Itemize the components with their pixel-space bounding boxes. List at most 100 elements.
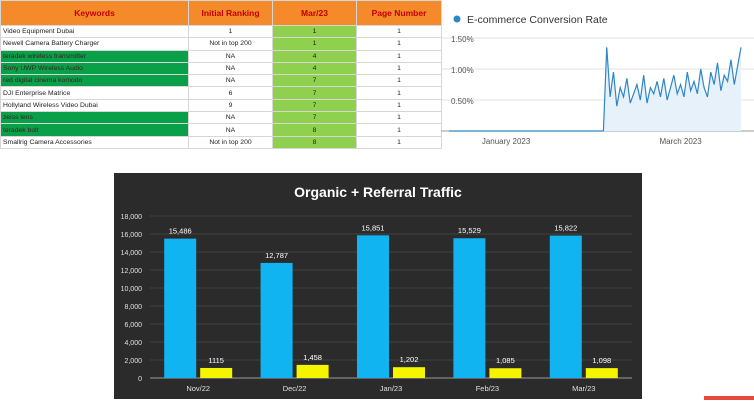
initial-ranking-cell: Not in top 200 [188,37,273,51]
table-row: DJI Enterprise Matrice 6 7 1 [0,86,442,100]
bar-organic [357,235,389,378]
y-tick-label: 6,000 [124,322,142,329]
page-number-cell: 1 [356,61,442,76]
mar23-cell: 7 [272,86,357,100]
keywords-table-panel: Keywords Initial Ranking Mar/23 Page Num… [0,0,442,150]
initial-ranking-cell: Not in top 200 [188,135,273,149]
page-number-cell: 1 [356,111,442,125]
y-tick-label: 12,000 [121,268,143,275]
col-header-page-number: Page Number [356,0,442,26]
data-label: 1,202 [400,355,419,364]
keyword-cell: Sony UWP Wireless Audio [0,61,189,76]
mar23-cell: 4 [272,61,357,76]
data-label: 15,529 [458,226,481,235]
data-label: 15,486 [169,227,192,236]
bar-referral [393,367,425,378]
table-row: teradek wireless transmitter NA 4 1 [0,49,442,63]
col-header-mar23: Mar/23 [272,0,357,26]
table-row: Hollyland Wireless Video Dubai 9 7 1 [0,98,442,113]
data-label: 15,851 [362,223,385,232]
col-header-initial-ranking: Initial Ranking [188,0,273,26]
chart-title: Organic + Referral Traffic [294,184,462,200]
mar23-cell: 7 [272,98,357,113]
keyword-cell: red digital cinema komodo [0,74,189,88]
y-tick-label: 0.50% [451,97,474,106]
table-row: zeiss lens NA 7 1 [0,111,442,125]
mar23-cell: 7 [272,111,357,125]
keyword-cell: Hollyland Wireless Video Dubai [0,98,189,113]
data-label: 15,822 [554,224,577,233]
y-tick-label: 0 [138,376,142,383]
mar23-cell: 8 [272,123,357,137]
bar-organic [549,235,582,378]
bar-organic [260,262,293,378]
table-row: teradek bolt NA 8 1 [0,123,442,137]
keyword-cell: zeiss lens [0,111,189,125]
y-tick-label: 2,000 [124,358,142,365]
x-tick-label: Mar/23 [572,384,595,393]
keyword-cell: Video Equipment Dubai [0,24,189,39]
table-header-row: Keywords Initial Ranking Mar/23 Page Num… [0,0,442,26]
bar-referral [489,368,522,378]
table-row: Video Equipment Dubai 1 1 1 [0,24,442,39]
page-number-cell: 1 [356,37,442,51]
page-number-cell: 1 [356,49,442,63]
traffic-chart: Organic + Referral Traffic 0 2,000 4,000 6,0… [114,173,642,399]
x-tick-label: Dec/22 [283,384,307,393]
table-row: red digital cinema komodo NA 7 1 [0,74,442,88]
page-number-cell: 1 [356,86,442,100]
bar-referral [200,367,233,378]
table-row: Smallrig Camera Accessories Not in top 20… [0,135,442,149]
series-area [449,47,741,131]
mar23-cell: 1 [272,37,357,51]
x-tick-label: March 2023 [659,137,702,146]
corner-accent [704,396,754,400]
bar-organic [164,238,197,378]
y-tick-label: 10,000 [121,286,143,293]
keyword-cell: teradek bolt [0,123,189,137]
initial-ranking-cell: 9 [188,98,273,113]
x-tick-label: Feb/23 [476,384,499,393]
keywords-table: Keywords Initial Ranking Mar/23 Page Num… [0,0,442,149]
traffic-chart-panel: Organic + Referral Traffic 0 2,000 4,000 6,0… [114,173,642,399]
initial-ranking-cell: NA [188,111,273,125]
legend-label: E-commerce Conversion Rate [467,14,608,26]
keyword-cell: DJI Enterprise Matrice [0,86,189,100]
x-tick-label: Nov/22 [186,384,210,393]
mar23-cell: 8 [272,135,357,149]
initial-ranking-cell: NA [188,123,273,137]
page-number-cell: 1 [356,135,442,149]
page-number-cell: 1 [356,24,442,39]
col-header-keywords: Keywords [0,0,189,26]
bar-referral [585,368,618,378]
bar-organic [453,238,486,378]
initial-ranking-cell: NA [188,74,273,88]
y-tick-label: 14,000 [121,250,143,257]
conversion-rate-chart-panel: E-commerce Conversion Rate 1.50% 1.00% 0.50… [441,0,754,152]
x-tick-label: Jan/23 [380,384,403,393]
initial-ranking-cell: 6 [188,86,273,100]
table-row: Sony UWP Wireless Audio NA 4 1 [0,61,442,76]
initial-ranking-cell: NA [188,49,273,63]
y-tick-label: 16,000 [121,232,143,239]
mar23-cell: 4 [272,49,357,63]
conversion-rate-chart: E-commerce Conversion Rate 1.50% 1.00% 0.50… [441,14,754,146]
page-number-cell: 1 [356,123,442,137]
mar23-cell: 7 [272,74,357,88]
data-label: 1,458 [303,353,322,362]
initial-ranking-cell: NA [188,61,273,76]
keyword-cell: teradek wireless transmitter [0,49,189,63]
series-line [449,47,742,132]
y-tick-label: 1.00% [451,66,474,75]
data-label: 1,098 [592,356,611,365]
x-tick-label: January 2023 [482,137,531,146]
data-label: 1115 [208,356,224,365]
keyword-cell: Newell Camera Battery Charger [0,37,189,51]
data-label: 12,787 [265,251,288,260]
y-tick-label: 4,000 [124,340,142,347]
initial-ranking-cell: 1 [188,24,273,39]
y-tick-label: 1.50% [451,35,474,44]
page-number-cell: 1 [356,98,442,113]
legend-marker [453,15,461,23]
y-tick-label: 8,000 [124,304,142,311]
